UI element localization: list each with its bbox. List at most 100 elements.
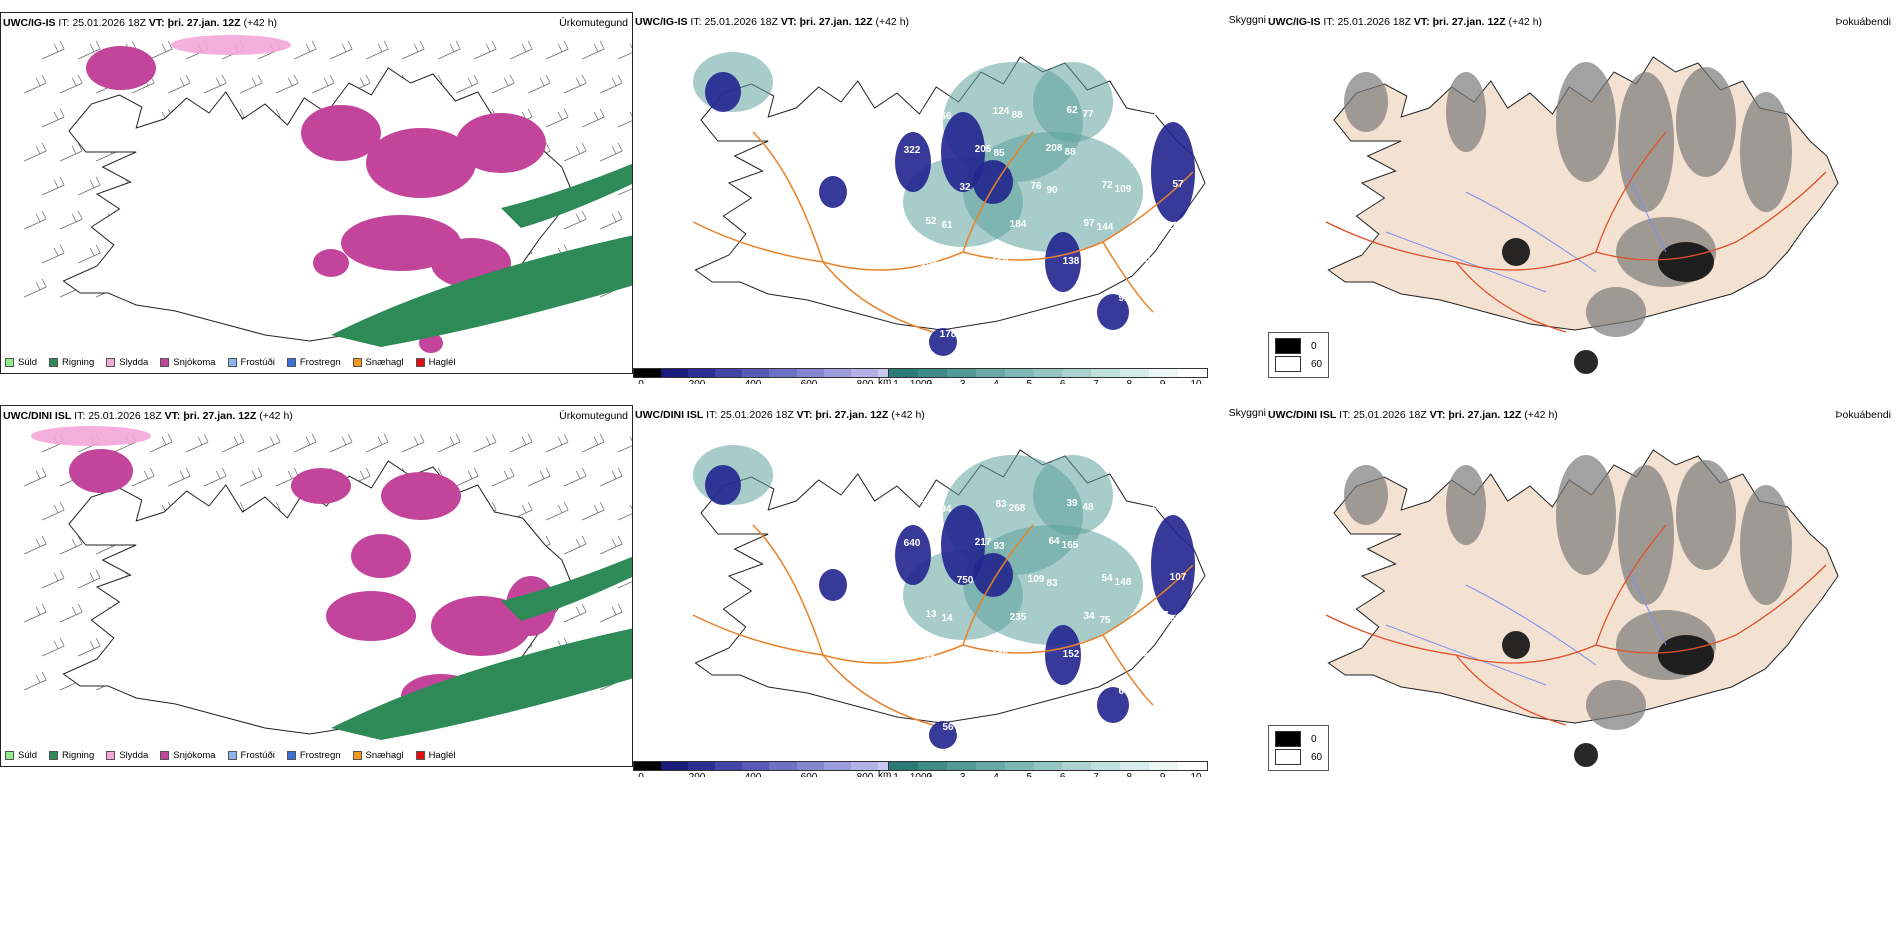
colorbar-tick-label: 6: [1060, 379, 1066, 384]
visibility-panel: UWC/IG-IS IT: 25.01.2026 18Z VT: þri. 27…: [633, 12, 1266, 384]
visibility-value-label: 124: [993, 106, 1010, 117]
visibility-value-label: 184: [1010, 219, 1027, 230]
fog-low-area: [1740, 92, 1792, 212]
visibility-value-label: 94: [889, 685, 901, 696]
visibility-value-label: 52: [925, 216, 937, 227]
visibility-value-label: 65: [1118, 686, 1130, 697]
visibility-value-label: 109: [1028, 574, 1045, 585]
visibility-value-label: 57: [1170, 614, 1182, 625]
snow-area: [69, 449, 133, 493]
legend-swatch: [106, 750, 116, 760]
panel-header: UWC/DINI ISL IT: 25.01.2026 18Z VT: þri.…: [635, 409, 925, 421]
legend-swatch: [49, 357, 59, 367]
vt-value: þri. 27.jan. 12Z: [167, 17, 241, 29]
fog-low-area: [1676, 460, 1736, 570]
visibility-value-label: 34: [960, 291, 972, 302]
fog-legend-swatch: [1275, 338, 1301, 354]
visibility-value-label: 750: [957, 575, 974, 586]
visibility-value-label: 152: [1063, 649, 1080, 660]
road-network: [692, 524, 1194, 726]
panel-header: UWC/DINI ISL IT: 25.01.2026 18Z VT: þri.…: [3, 410, 293, 422]
vt-value: þri. 27.jan. 12Z: [815, 409, 889, 421]
visibility-value-label: 107: [1170, 572, 1187, 583]
visibility-km-colorbar: km1 2 3 4 5 6 7 8 9 10: [878, 368, 1208, 384]
visibility-value-label: 75: [1136, 648, 1148, 659]
visibility-value-label: 93: [993, 541, 1005, 552]
snow-area: [351, 534, 411, 578]
legend-item: Haglél: [415, 357, 456, 368]
snow-area: [301, 105, 381, 161]
snow-area: [381, 472, 461, 520]
colorbar-tick-label: 3: [960, 772, 966, 777]
colorbar-tick-label: 3: [960, 379, 966, 384]
visibility-value-label: 20: [976, 688, 988, 699]
visibility-value-label: 91: [1118, 293, 1130, 304]
fog-map: [1325, 449, 1839, 767]
legend-item: Slydda: [106, 750, 148, 761]
visibility-value-label: 69: [1135, 539, 1147, 550]
visibility-value-label: 13: [1013, 328, 1025, 339]
visibility-km-colorbar: km1 2 3 4 5 6 7 8 9 10: [878, 761, 1208, 777]
panel-title: Úrkomutegund: [559, 410, 628, 422]
legend-item: Súld: [5, 750, 37, 761]
rain-area: [501, 163, 632, 228]
legend-item: Snjókoma: [160, 357, 216, 368]
colorbar-tick-label: 5: [1027, 772, 1033, 777]
visibility-value-label: 60: [958, 333, 970, 344]
legend-item: Frostregn: [286, 749, 341, 761]
visibility-m-area: [705, 465, 741, 505]
fog-low-area: [1740, 485, 1792, 605]
rain-area: [331, 628, 632, 740]
legend-label: Frostregn: [299, 749, 341, 761]
colorbar-tick-label: 600: [801, 379, 818, 384]
model-name: UWC/IG-IS: [3, 17, 56, 29]
fog-low-area: [1446, 72, 1486, 152]
fog-legend-item: 60: [1275, 355, 1322, 373]
legend-item: Frostúði: [227, 749, 275, 761]
legend-swatch: [286, 750, 296, 760]
visibility-value-label: 32: [959, 182, 971, 193]
visibility-value-label: 57: [1154, 217, 1166, 228]
colorbar-tick-label: 10: [1190, 379, 1201, 384]
precip-map: [24, 35, 632, 353]
lead-time: (+42 h): [1524, 409, 1558, 421]
colorbar-tick-label: 200: [689, 379, 706, 384]
rain-area: [501, 556, 632, 621]
fog-legend-swatch: [1275, 749, 1301, 765]
visibility-value-label: 48: [1082, 502, 1094, 513]
it-value: 25.01.2026 18Z: [720, 409, 794, 421]
visibility-m-area: [819, 569, 847, 601]
it-label: IT:: [1323, 16, 1335, 28]
visibility-value-label: 752: [974, 295, 991, 306]
panel-header: UWC/DINI ISL IT: 25.01.2026 18Z VT: þri.…: [1268, 409, 1558, 421]
model-name: UWC/IG-IS: [1268, 16, 1321, 28]
visibility-value-label: 94: [940, 504, 952, 515]
fog-low-area: [1556, 62, 1616, 182]
colorbar-tick-label: 8: [1127, 379, 1133, 384]
legend-swatch: [160, 357, 170, 367]
legend-label: Frostregn: [299, 356, 341, 368]
legend-swatch: [227, 750, 237, 760]
visibility-value-label: 158: [992, 257, 1009, 268]
legend-label: Frostúði: [240, 749, 275, 761]
panel-title: Skyggni: [1228, 14, 1266, 26]
snow-area: [326, 591, 416, 641]
visibility-m-area: [895, 132, 931, 192]
visibility-m-area: [1151, 122, 1195, 222]
visibility-m-area: [819, 176, 847, 208]
visibility-value-label: 83: [995, 499, 1007, 510]
fog-legend-item: 0: [1275, 337, 1322, 355]
rain-area: [331, 235, 632, 347]
it-value: 25.01.2026 18Z: [72, 17, 146, 29]
lead-time: (+42 h): [243, 17, 278, 29]
vt-value: þri. 27.jan. 12Z: [799, 16, 873, 28]
visibility-m-area: [929, 721, 957, 749]
colorbar-tick-label: 1: [893, 379, 899, 384]
fog-strong-area: [1502, 631, 1530, 659]
visibility-m-area: [895, 525, 931, 585]
visibility-value-label: 59: [923, 651, 935, 662]
visibility-value-label: 138: [1063, 256, 1080, 267]
vt-value: þri. 27.jan. 12Z: [183, 410, 257, 422]
visibility-value-label: 66: [940, 111, 952, 122]
visibility-value-label: 324: [1169, 330, 1186, 341]
